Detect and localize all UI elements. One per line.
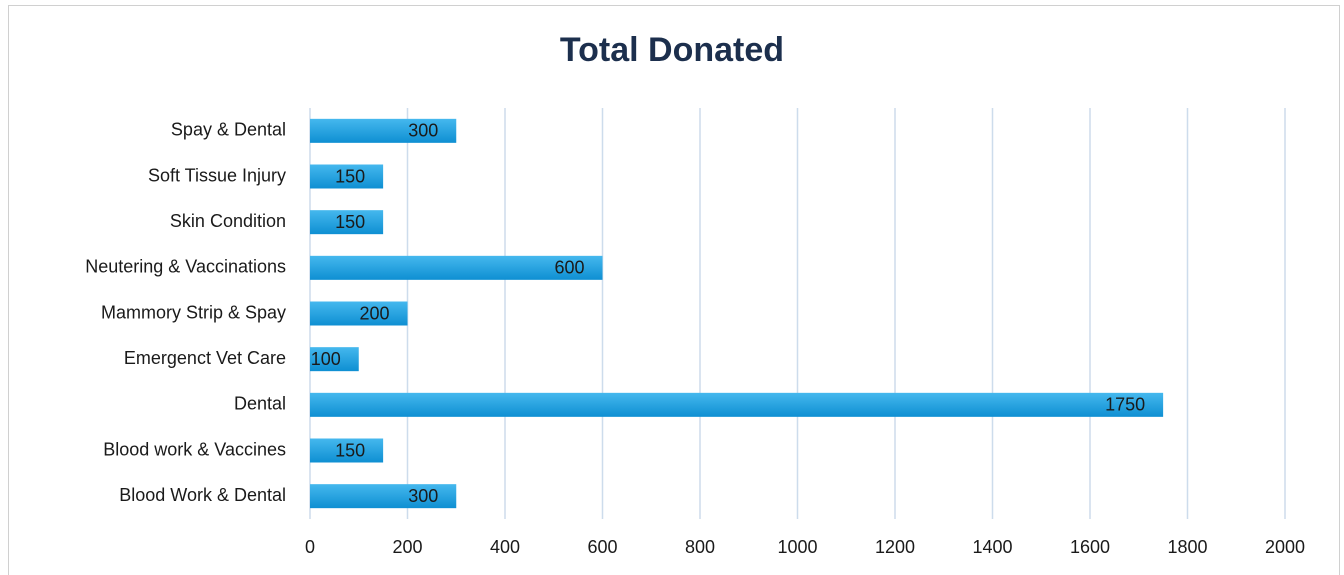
bar [310,301,408,326]
bar [310,347,359,372]
y-tick-label: Skin Condition [170,211,286,231]
y-tick-label: Blood work & Vaccines [103,439,286,459]
bar [310,210,384,235]
x-tick-label: 1600 [1070,537,1110,557]
y-tick-label: Spay & Dental [171,120,286,140]
y-tick-label: Mammory Strip & Spay [101,302,286,322]
data-label: 300 [408,486,438,506]
data-label: 200 [359,303,389,323]
bar [310,255,603,280]
x-tick-label: 200 [392,537,422,557]
y-tick-label: Emergenct Vet Care [124,348,286,368]
chart-title: Total Donated [560,31,784,69]
chart-border [8,5,1340,575]
x-tick-label: 1200 [875,537,915,557]
data-label: 150 [335,212,365,232]
data-label: 150 [335,440,365,460]
x-tick-label: 600 [587,537,617,557]
bar [310,484,457,509]
x-tick-label: 2000 [1265,537,1305,557]
x-tick-label: 1000 [777,537,817,557]
data-label: 300 [408,121,438,141]
y-tick-label: Dental [234,394,286,414]
bar [310,392,1164,417]
x-tick-label: 1400 [972,537,1012,557]
data-label: 1750 [1105,395,1145,415]
x-tick-label: 1800 [1167,537,1207,557]
data-label: 150 [335,166,365,186]
x-tick-label: 0 [305,537,315,557]
y-tick-label: Neutering & Vaccinations [85,257,286,277]
bar [310,438,384,463]
data-label: 600 [554,258,584,278]
y-tick-label: Soft Tissue Injury [148,165,286,185]
y-tick-label: Blood Work & Dental [119,485,286,505]
x-tick-label: 800 [685,537,715,557]
bar [310,118,457,143]
data-label: 100 [311,349,341,369]
bar [310,164,384,189]
x-tick-label: 400 [490,537,520,557]
